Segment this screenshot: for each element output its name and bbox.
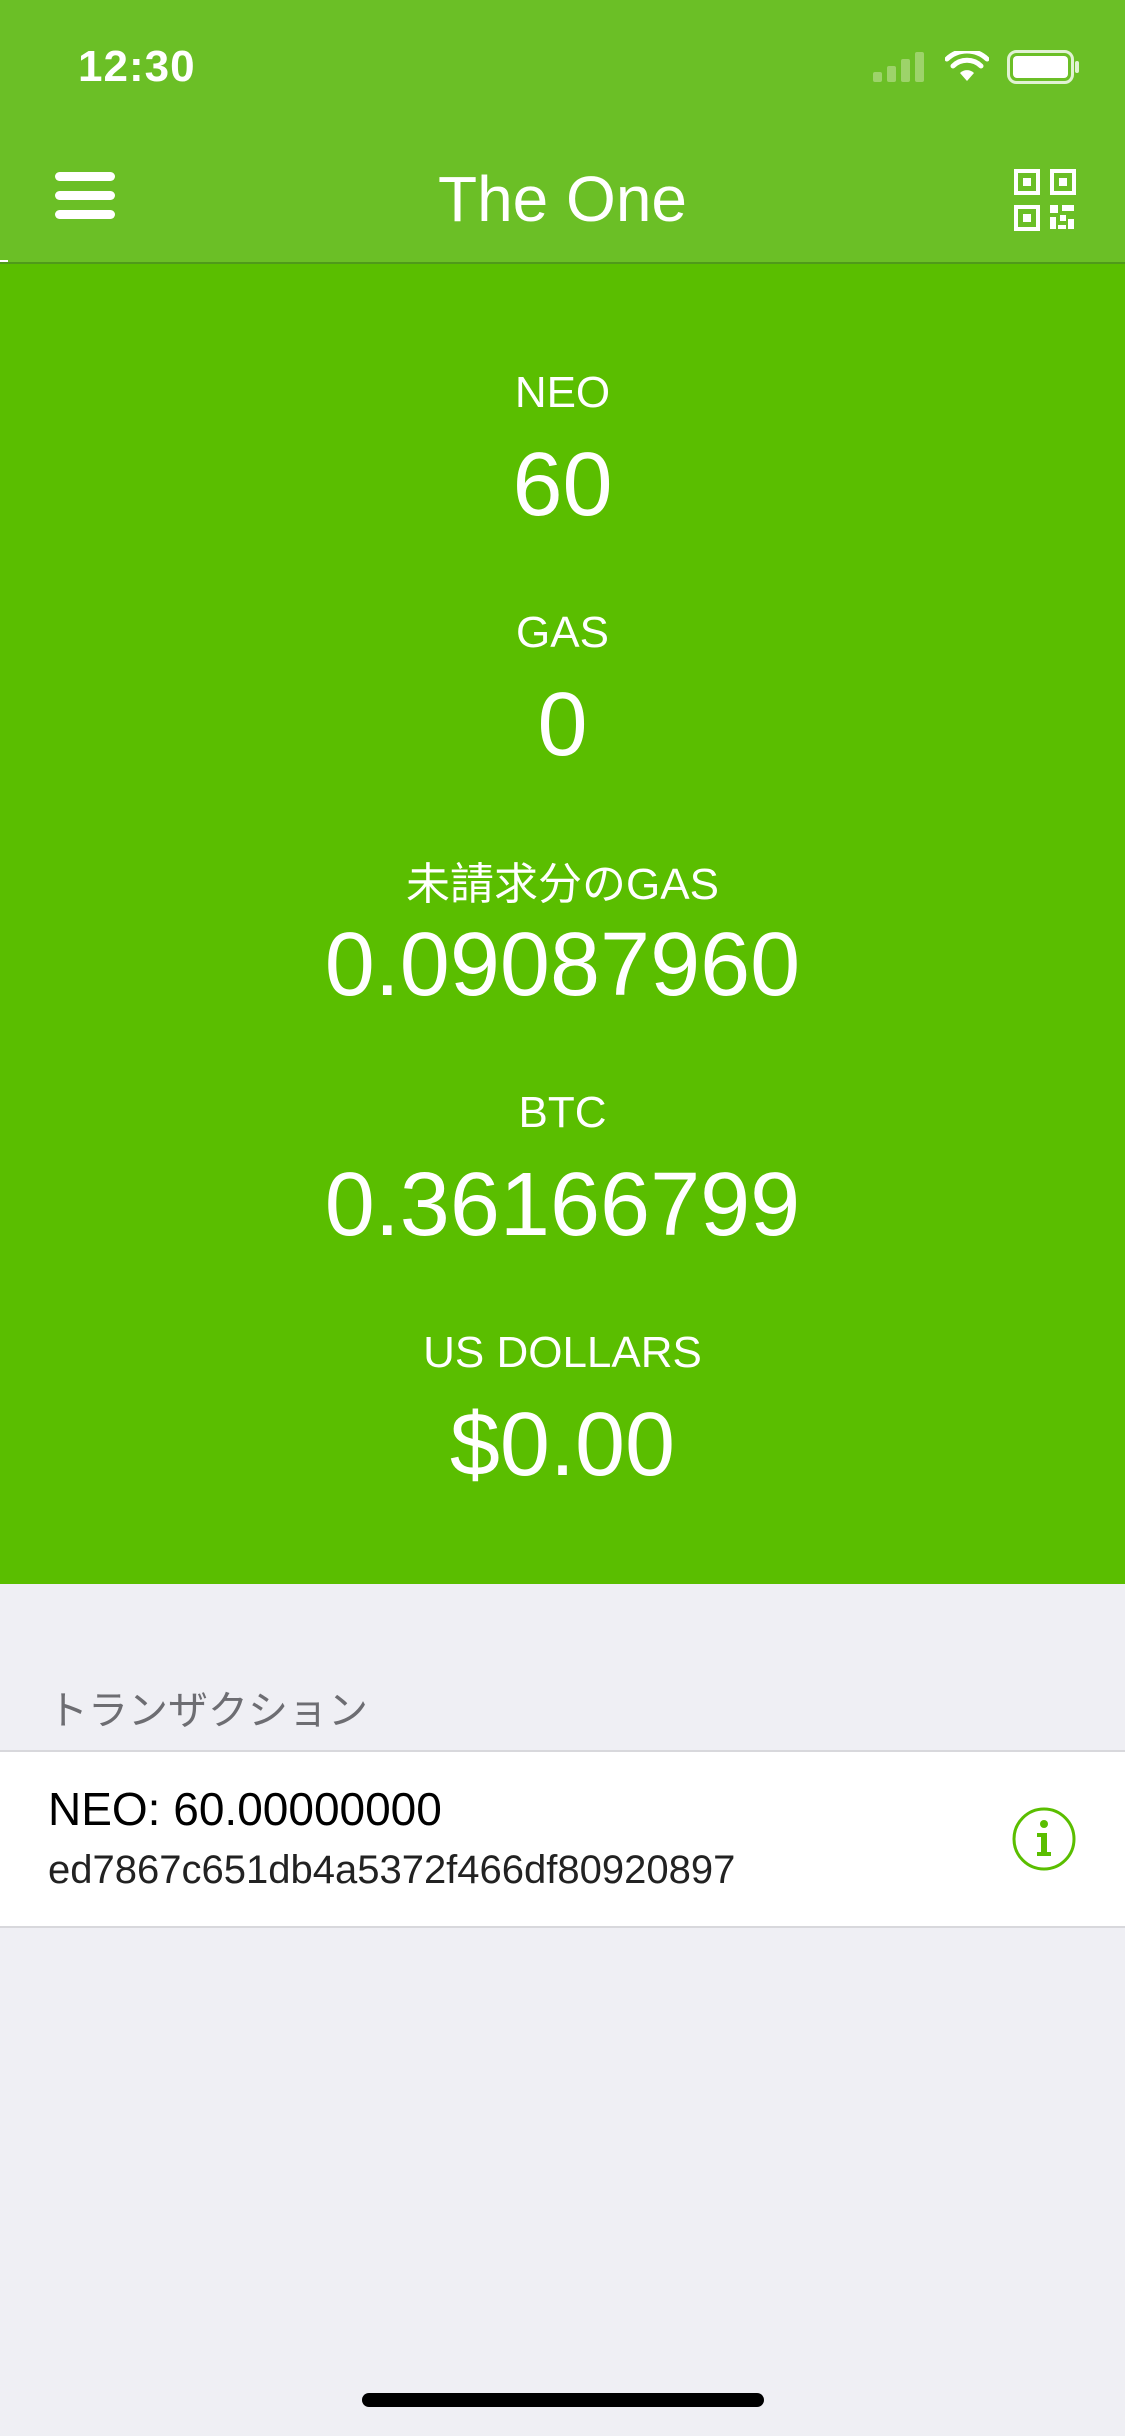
cellular-signal-icon bbox=[873, 52, 924, 82]
transactions-header: トランザクション bbox=[48, 1689, 368, 1733]
btc-label: BTC bbox=[518, 1088, 607, 1137]
info-icon[interactable] bbox=[1011, 1806, 1077, 1872]
gas-label: GAS bbox=[516, 608, 609, 657]
btc-balance: 0.36166799 bbox=[324, 1155, 801, 1255]
unclaimed-gas-label: 未請求分のGAS bbox=[406, 860, 719, 909]
wifi-icon bbox=[945, 51, 989, 81]
app-header: 12:30 bbox=[0, 0, 1125, 264]
status-bar: 12:30 bbox=[0, 0, 1125, 132]
neo-balance: 60 bbox=[512, 435, 613, 535]
transaction-amount: NEO: 60.00000000 bbox=[48, 1783, 442, 1835]
qr-code-button[interactable] bbox=[1005, 160, 1085, 240]
neo-label: NEO bbox=[514, 368, 611, 417]
menu-button[interactable] bbox=[40, 156, 130, 236]
qr-code-icon bbox=[1014, 169, 1076, 231]
usd-balance: $0.00 bbox=[449, 1395, 676, 1495]
home-indicator[interactable] bbox=[362, 2393, 764, 2407]
usd-label: US DOLLARS bbox=[423, 1328, 702, 1377]
battery-icon bbox=[1007, 50, 1079, 84]
wallet-title: The One bbox=[437, 163, 688, 235]
transaction-hash: ed7867c651db4a5372f466df80920897 bbox=[48, 1848, 736, 1892]
gas-balance: 0 bbox=[537, 675, 588, 775]
nav-divider bbox=[0, 262, 1125, 264]
transaction-row[interactable]: NEO: 60.00000000 ed7867c651db4a5372f466d… bbox=[0, 1750, 1125, 1928]
balances-panel: NEO 60 GAS 0 未請求分のGAS 0.09087960 BTC 0.3… bbox=[0, 264, 1125, 1584]
navigation-bar: The One bbox=[0, 132, 1125, 264]
unclaimed-gas-balance: 0.09087960 bbox=[324, 915, 801, 1015]
hamburger-menu-icon bbox=[55, 172, 115, 219]
status-time: 12:30 bbox=[78, 42, 196, 91]
status-icons bbox=[873, 50, 1081, 84]
